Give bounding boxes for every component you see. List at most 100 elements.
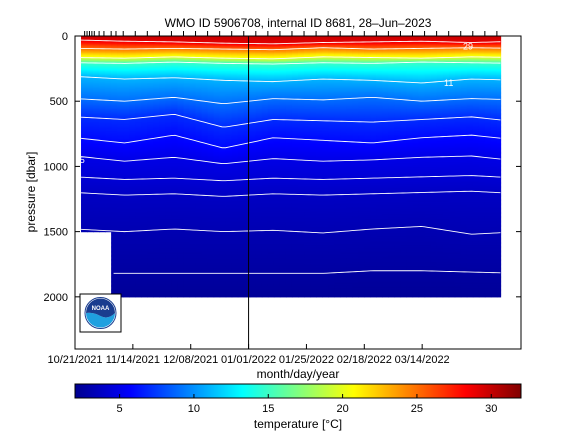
heat-cell <box>147 72 154 75</box>
heat-cell <box>183 290 191 293</box>
heat-cell <box>135 158 142 161</box>
heat-cell <box>177 111 185 114</box>
heat-cell <box>171 128 179 131</box>
heat-cell <box>81 229 88 231</box>
heat-cell <box>159 99 167 102</box>
heat-cell <box>159 144 167 147</box>
heat-cell <box>111 185 118 188</box>
heat-cell <box>159 149 167 152</box>
heat-cell <box>111 291 118 294</box>
heat-cell <box>129 93 136 96</box>
heat-cell <box>81 50 88 53</box>
heat-cell <box>231 135 239 138</box>
heat-cell <box>111 260 118 263</box>
heat-cell <box>183 157 191 160</box>
heat-cell <box>99 118 106 121</box>
heat-cell <box>225 294 233 297</box>
heat-cell <box>135 58 142 61</box>
heat-cell <box>135 273 142 276</box>
heat-cell <box>231 193 239 196</box>
heat-cell <box>225 115 233 118</box>
heat-cell <box>159 235 167 238</box>
heat-cell <box>141 155 148 158</box>
heat-cell <box>111 46 118 49</box>
heat-cell <box>81 102 88 105</box>
heat-cell <box>201 196 209 199</box>
heat-cell <box>195 285 203 287</box>
heat-cell <box>183 289 191 291</box>
heat-cell <box>99 75 106 78</box>
heat-cell <box>87 182 94 184</box>
heat-cell <box>93 180 100 183</box>
heat-cell <box>153 227 160 230</box>
heat-cell <box>153 124 160 127</box>
heat-cell <box>177 165 185 168</box>
heat-cell <box>129 124 136 127</box>
heat-cell <box>117 109 124 111</box>
heat-cell <box>105 165 112 168</box>
heat-cell <box>87 109 94 111</box>
heat-cell <box>135 99 142 102</box>
heat-cell <box>183 142 191 145</box>
heat-cell <box>183 118 191 121</box>
heat-cell <box>189 232 197 235</box>
heat-cell <box>153 127 160 130</box>
heat-cell <box>87 166 94 169</box>
heat-cell <box>237 45 245 48</box>
heat-cell <box>219 105 227 108</box>
heat-cell <box>81 110 88 113</box>
heat-cell <box>195 172 203 175</box>
heat-cell <box>159 52 167 55</box>
heat-cell <box>207 60 215 63</box>
heat-cell <box>93 81 100 84</box>
heat-cell <box>171 37 179 40</box>
heat-cell <box>171 206 179 209</box>
heat-cell <box>117 46 124 49</box>
heat-cell <box>171 111 179 114</box>
heat-cell <box>105 46 112 49</box>
heat-cell <box>141 171 148 174</box>
heat-cell <box>117 131 124 134</box>
heat-cell <box>159 88 167 91</box>
heat-cell <box>99 131 106 134</box>
heat-cell <box>171 291 179 294</box>
heat-cell <box>231 131 239 134</box>
heat-cell <box>93 183 100 186</box>
heat-cell <box>99 219 106 222</box>
heat-cell <box>141 184 148 187</box>
heat-cell <box>213 146 221 149</box>
heat-cell <box>93 189 100 192</box>
heat-cell <box>177 54 185 57</box>
heat-cell <box>213 261 221 264</box>
heat-cell <box>87 175 94 178</box>
heat-cell <box>123 259 130 261</box>
heat-cell <box>147 225 154 227</box>
heat-cell <box>183 165 191 168</box>
heat-cell <box>123 204 130 207</box>
heat-cell <box>159 142 167 145</box>
heat-cell <box>177 196 185 199</box>
heat-cell <box>93 60 100 63</box>
heat-cell <box>189 86 197 89</box>
heat-cell <box>219 244 227 247</box>
heat-cell <box>195 202 203 205</box>
heat-cell <box>81 36 88 38</box>
heat-cell <box>189 264 197 267</box>
heat-cell <box>135 245 142 248</box>
heat-cell <box>111 200 118 203</box>
heat-cell <box>219 46 227 49</box>
heat-cell <box>117 112 124 115</box>
heat-cell <box>177 187 185 190</box>
heat-cell <box>93 209 100 212</box>
heat-cell <box>231 172 239 175</box>
heat-cell <box>117 286 124 289</box>
heat-cell <box>189 68 197 71</box>
heat-cell <box>177 133 185 136</box>
heat-cell <box>231 58 239 61</box>
heat-cell <box>201 73 209 76</box>
heat-cell <box>159 209 167 212</box>
heat-cell <box>129 95 136 98</box>
heat-cell <box>141 153 148 156</box>
heat-cell <box>231 107 239 110</box>
heat-cell <box>87 226 94 229</box>
